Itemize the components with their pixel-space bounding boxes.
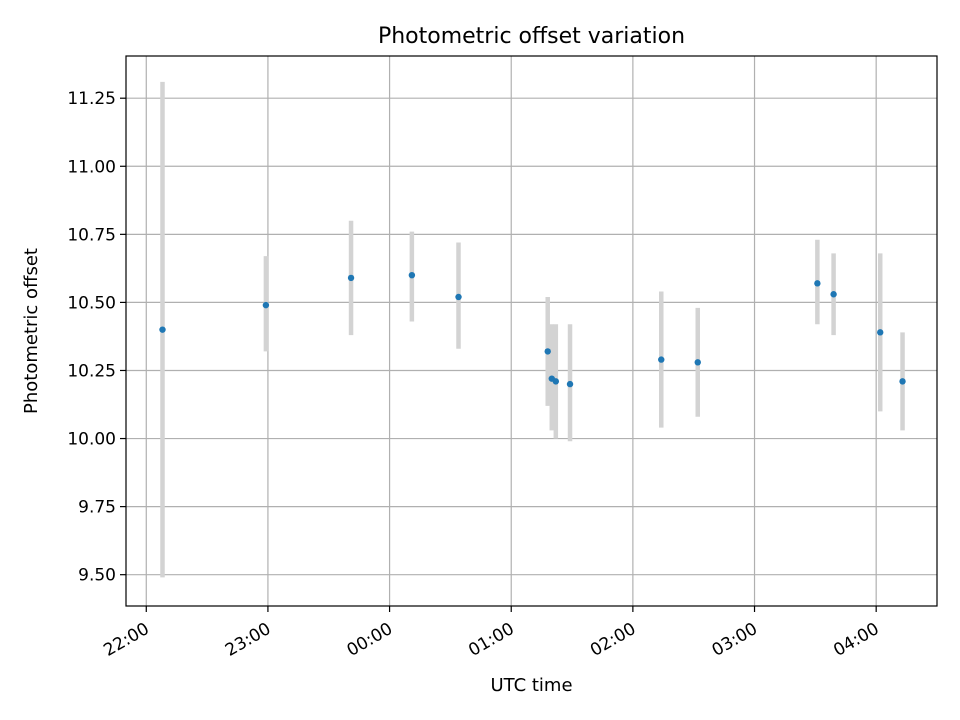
y-axis-ticks: 9.50 9.75 10.00 10.25 10.50 10.75 11.00 11.25 xyxy=(67,89,126,586)
data-point xyxy=(814,280,821,287)
plot-area xyxy=(126,56,937,606)
data-point xyxy=(877,329,884,336)
y-tick-label: 10.25 xyxy=(67,361,116,381)
y-tick-label: 9.75 xyxy=(78,498,116,518)
data-point xyxy=(899,378,906,385)
y-tick-label: 10.00 xyxy=(67,430,116,450)
data-point xyxy=(408,271,416,279)
x-tick-label: 01:00 xyxy=(465,619,517,661)
data-point xyxy=(658,356,665,363)
data-point xyxy=(159,326,166,333)
y-tick-label: 11.00 xyxy=(67,157,116,177)
data-point xyxy=(566,380,574,388)
y-tick-label: 10.50 xyxy=(67,293,116,313)
data-point xyxy=(347,274,355,282)
y-axis-label: Photometric offset xyxy=(21,248,42,414)
x-tick-label: 22:00 xyxy=(100,619,152,661)
plot-frame xyxy=(125,55,938,607)
x-tick-label: 02:00 xyxy=(587,619,639,661)
x-tick-label: 03:00 xyxy=(709,619,761,661)
data-points xyxy=(159,271,906,388)
x-tick-label: 23:00 xyxy=(222,619,274,661)
data-point xyxy=(830,291,837,298)
grid xyxy=(126,56,937,606)
data-point xyxy=(544,348,551,355)
chart-title: Photometric offset variation xyxy=(378,24,685,49)
y-tick-label: 11.25 xyxy=(67,89,116,109)
x-axis-label: UTC time xyxy=(490,675,572,696)
x-axis-ticks: 22:00 23:00 00:00 01:00 02:00 03:00 04:00 xyxy=(100,606,883,661)
data-point xyxy=(262,301,270,309)
y-tick-label: 9.50 xyxy=(78,566,116,586)
data-point xyxy=(694,359,701,366)
data-point xyxy=(552,378,560,385)
x-tick-label: 04:00 xyxy=(830,619,882,661)
data-point xyxy=(455,293,462,301)
x-tick-label: 00:00 xyxy=(344,619,396,661)
y-tick-label: 10.75 xyxy=(67,225,116,245)
